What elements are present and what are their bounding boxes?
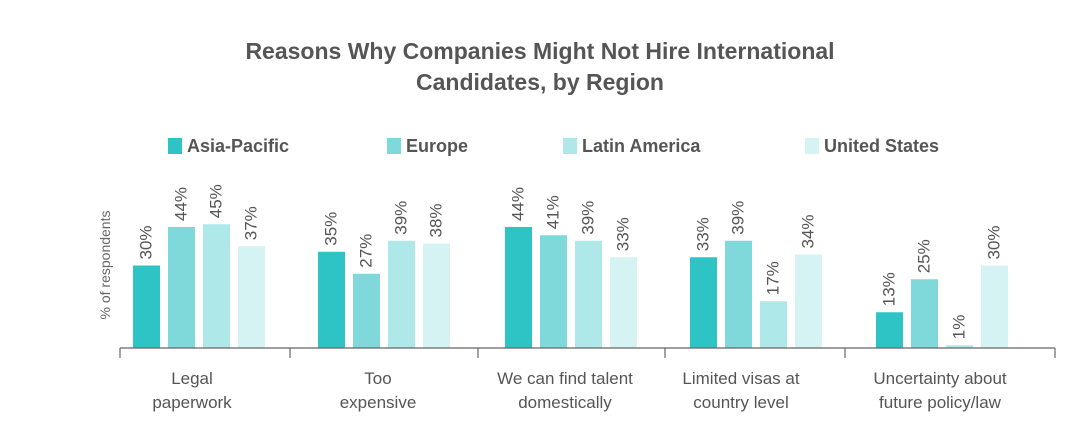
legend-swatch-asia-pacific [168, 138, 182, 154]
value-labels-group: 30% 44% 45% 37% 35% 27% 39% 38% 44% 41% 39% 33% 33% 3… [137, 184, 1004, 339]
bar-united-states-1 [238, 246, 265, 348]
bar-asia-pacific-2 [318, 251, 345, 348]
bar-united-states-3 [610, 257, 637, 348]
legend-swatch-latin-america [563, 138, 577, 154]
legend-swatch-united-states [805, 138, 819, 154]
bar-united-states-2 [423, 243, 450, 348]
value-label-asia-pacific-3: 44% [509, 187, 528, 221]
value-label-asia-pacific-2: 35% [322, 212, 341, 246]
bar-europe-1 [168, 227, 195, 348]
chart-title-line-2: Candidates, by Region [416, 69, 664, 95]
chart-title-line-1: Reasons Why Companies Might Not Hire Int… [245, 38, 835, 64]
value-label-europe-4: 39% [729, 201, 748, 235]
value-label-latin-america-1: 45% [207, 184, 226, 218]
value-label-latin-america-2: 39% [392, 201, 411, 235]
y-axis-label: % of respondents [97, 211, 113, 320]
category-label-2-line-2: expensive [340, 393, 417, 412]
value-label-europe-1: 44% [172, 187, 191, 221]
value-label-asia-pacific-4: 33% [694, 217, 713, 251]
bar-united-states-5 [981, 265, 1008, 348]
bar-europe-2 [353, 273, 380, 348]
category-label-5-line-1: Uncertainty about [873, 369, 1007, 388]
value-label-united-states-3: 33% [614, 217, 633, 251]
value-label-latin-america-5: 1% [950, 315, 969, 340]
bar-asia-pacific-4 [690, 257, 717, 348]
bar-latin-america-2 [388, 240, 415, 348]
legend-label-europe: Europe [406, 136, 468, 156]
category-label-4-line-2: country level [693, 393, 788, 412]
bar-latin-america-3 [575, 240, 602, 348]
category-label-4-line-1: Limited visas at [682, 369, 799, 388]
bar-latin-america-1 [203, 224, 230, 348]
value-label-united-states-2: 38% [427, 203, 446, 237]
bar-latin-america-4 [760, 301, 787, 348]
value-label-asia-pacific-5: 13% [880, 272, 899, 306]
chart-title: Reasons Why Companies Might Not Hire Int… [0, 36, 1080, 98]
value-label-asia-pacific-1: 30% [137, 225, 156, 259]
legend-swatch-europe [387, 138, 401, 154]
value-label-united-states-4: 34% [799, 214, 818, 248]
category-label-3-line-2: domestically [518, 393, 612, 412]
category-label-1-line-1: Legal [171, 369, 213, 388]
category-label-1-line-2: paperwork [152, 393, 232, 412]
category-label-3-line-1: We can find talent [497, 369, 633, 388]
bar-europe-5 [911, 279, 938, 348]
bar-asia-pacific-1 [133, 265, 160, 348]
legend-label-united-states: United States [824, 136, 939, 156]
legend-label-asia-pacific: Asia-Pacific [187, 136, 289, 156]
category-labels-group: Legal paperwork Too expensive We can find ta… [152, 369, 1007, 412]
value-label-europe-5: 25% [915, 239, 934, 273]
bar-united-states-4 [795, 254, 822, 348]
bar-latin-america-5 [946, 345, 973, 348]
value-label-united-states-1: 37% [242, 206, 261, 240]
value-label-latin-america-4: 17% [764, 261, 783, 295]
bar-europe-4 [725, 240, 752, 348]
value-label-latin-america-3: 39% [579, 201, 598, 235]
legend-label-latin-america: Latin America [582, 136, 701, 156]
category-label-2-line-1: Too [364, 369, 391, 388]
bar-europe-3 [540, 235, 567, 348]
legend: Asia-Pacific Europe Latin America United St… [168, 136, 939, 156]
axes-group [119, 347, 1056, 358]
category-label-5-line-2: future policy/law [879, 393, 1002, 412]
bar-asia-pacific-3 [505, 227, 532, 348]
value-label-united-states-5: 30% [985, 225, 1004, 259]
value-label-europe-3: 41% [544, 195, 563, 229]
bar-asia-pacific-5 [876, 312, 903, 348]
value-label-europe-2: 27% [357, 234, 376, 268]
bars-group [133, 224, 1008, 348]
